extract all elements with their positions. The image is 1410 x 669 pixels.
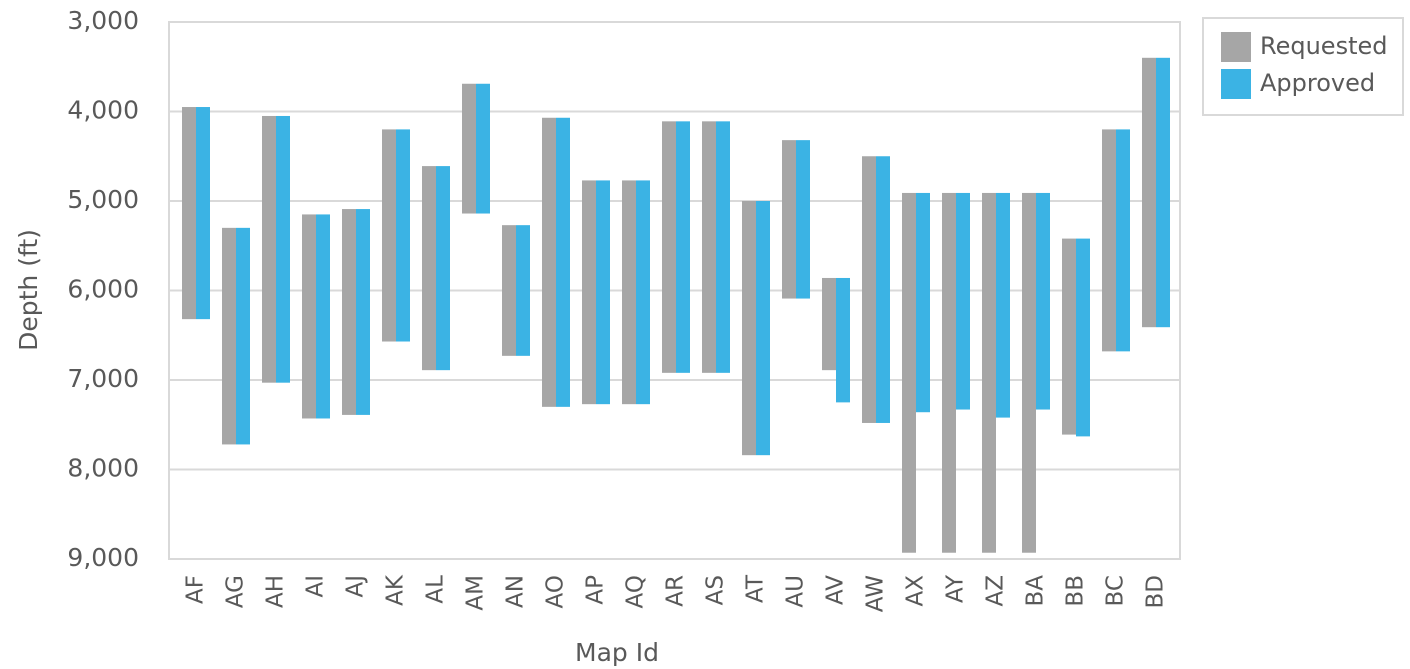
y-tick-label: 3,000 <box>67 6 139 35</box>
bar <box>422 166 436 371</box>
x-tick-label: AR <box>663 575 689 607</box>
x-tick-label: AV <box>823 575 849 605</box>
x-tick-label: AU <box>783 575 809 608</box>
x-tick-label: AG <box>223 575 249 608</box>
x-tick-label: BB <box>1063 575 1089 607</box>
y-tick-label: 7,000 <box>67 364 139 393</box>
x-tick-label: AO <box>543 575 569 608</box>
x-tick-label: AN <box>503 575 529 608</box>
bar <box>182 107 196 320</box>
bar <box>342 209 356 415</box>
x-tick-label: AT <box>743 574 769 603</box>
bar <box>716 121 730 373</box>
legend-swatch <box>1221 69 1251 99</box>
x-tick-label: AY <box>943 574 969 603</box>
bar <box>956 192 970 410</box>
bar <box>556 117 570 407</box>
x-tick-label: AX <box>903 575 929 607</box>
bar <box>942 192 956 553</box>
bar <box>676 121 690 373</box>
x-tick-label: BC <box>1103 575 1129 606</box>
bar <box>502 225 516 356</box>
bar <box>262 115 276 383</box>
y-tick-label: 6,000 <box>67 275 139 304</box>
bar <box>982 192 996 553</box>
x-tick-label: AL <box>423 575 449 604</box>
bar <box>596 180 610 405</box>
x-tick-label: AI <box>303 575 329 598</box>
x-tick-label: AK <box>383 574 409 606</box>
x-axis-title: Map Id <box>575 638 659 667</box>
legend-swatch <box>1221 32 1251 62</box>
x-tick-label: AQ <box>623 575 649 608</box>
x-tick-label: AM <box>463 575 489 611</box>
bar <box>782 140 796 299</box>
y-tick-label: 9,000 <box>67 543 139 572</box>
bar <box>276 115 290 383</box>
bar <box>636 180 650 405</box>
y-tick-label: 8,000 <box>67 454 139 483</box>
y-tick-label: 5,000 <box>67 185 139 214</box>
y-tick-label: 4,000 <box>67 96 139 125</box>
bar <box>316 214 330 419</box>
y-axis-title: Depth (ft) <box>14 229 43 351</box>
x-tick-label: AP <box>583 575 609 605</box>
x-tick-label: AJ <box>343 575 369 598</box>
bar <box>236 227 250 445</box>
bar <box>462 83 476 214</box>
bar <box>1142 57 1156 328</box>
x-tick-label: AW <box>863 575 889 612</box>
bar <box>876 156 890 423</box>
bar <box>1156 57 1170 328</box>
x-tick-label: AS <box>703 575 729 605</box>
bar <box>222 227 236 445</box>
bar <box>476 83 490 214</box>
bar <box>396 129 410 342</box>
bar <box>516 225 530 356</box>
bar <box>1116 129 1130 352</box>
bar <box>1076 238 1090 437</box>
bar <box>582 180 596 405</box>
bar <box>662 121 676 373</box>
bar <box>302 214 316 419</box>
bar <box>1062 238 1076 435</box>
bar <box>622 180 636 405</box>
bar <box>1036 192 1050 410</box>
bar <box>382 129 396 342</box>
bar <box>742 201 756 456</box>
bar <box>1102 129 1116 352</box>
bar <box>1022 192 1036 553</box>
bar <box>356 209 370 415</box>
x-tick-label: AZ <box>983 575 1009 607</box>
x-tick-label: AF <box>183 575 209 604</box>
bar <box>822 277 836 371</box>
x-tick-label: BD <box>1143 575 1169 609</box>
bar <box>702 121 716 373</box>
bar <box>436 166 450 371</box>
bar <box>756 201 770 456</box>
bar <box>916 192 930 413</box>
legend-label: Requested <box>1260 32 1388 60</box>
bar <box>542 117 556 407</box>
bar <box>196 107 210 320</box>
x-tick-label: BA <box>1023 575 1049 607</box>
bar <box>862 156 876 423</box>
bar <box>796 140 810 299</box>
x-tick-label: AH <box>263 575 289 608</box>
bar <box>902 192 916 553</box>
bar <box>996 192 1010 418</box>
legend-label: Approved <box>1260 69 1375 97</box>
bar <box>836 277 850 403</box>
